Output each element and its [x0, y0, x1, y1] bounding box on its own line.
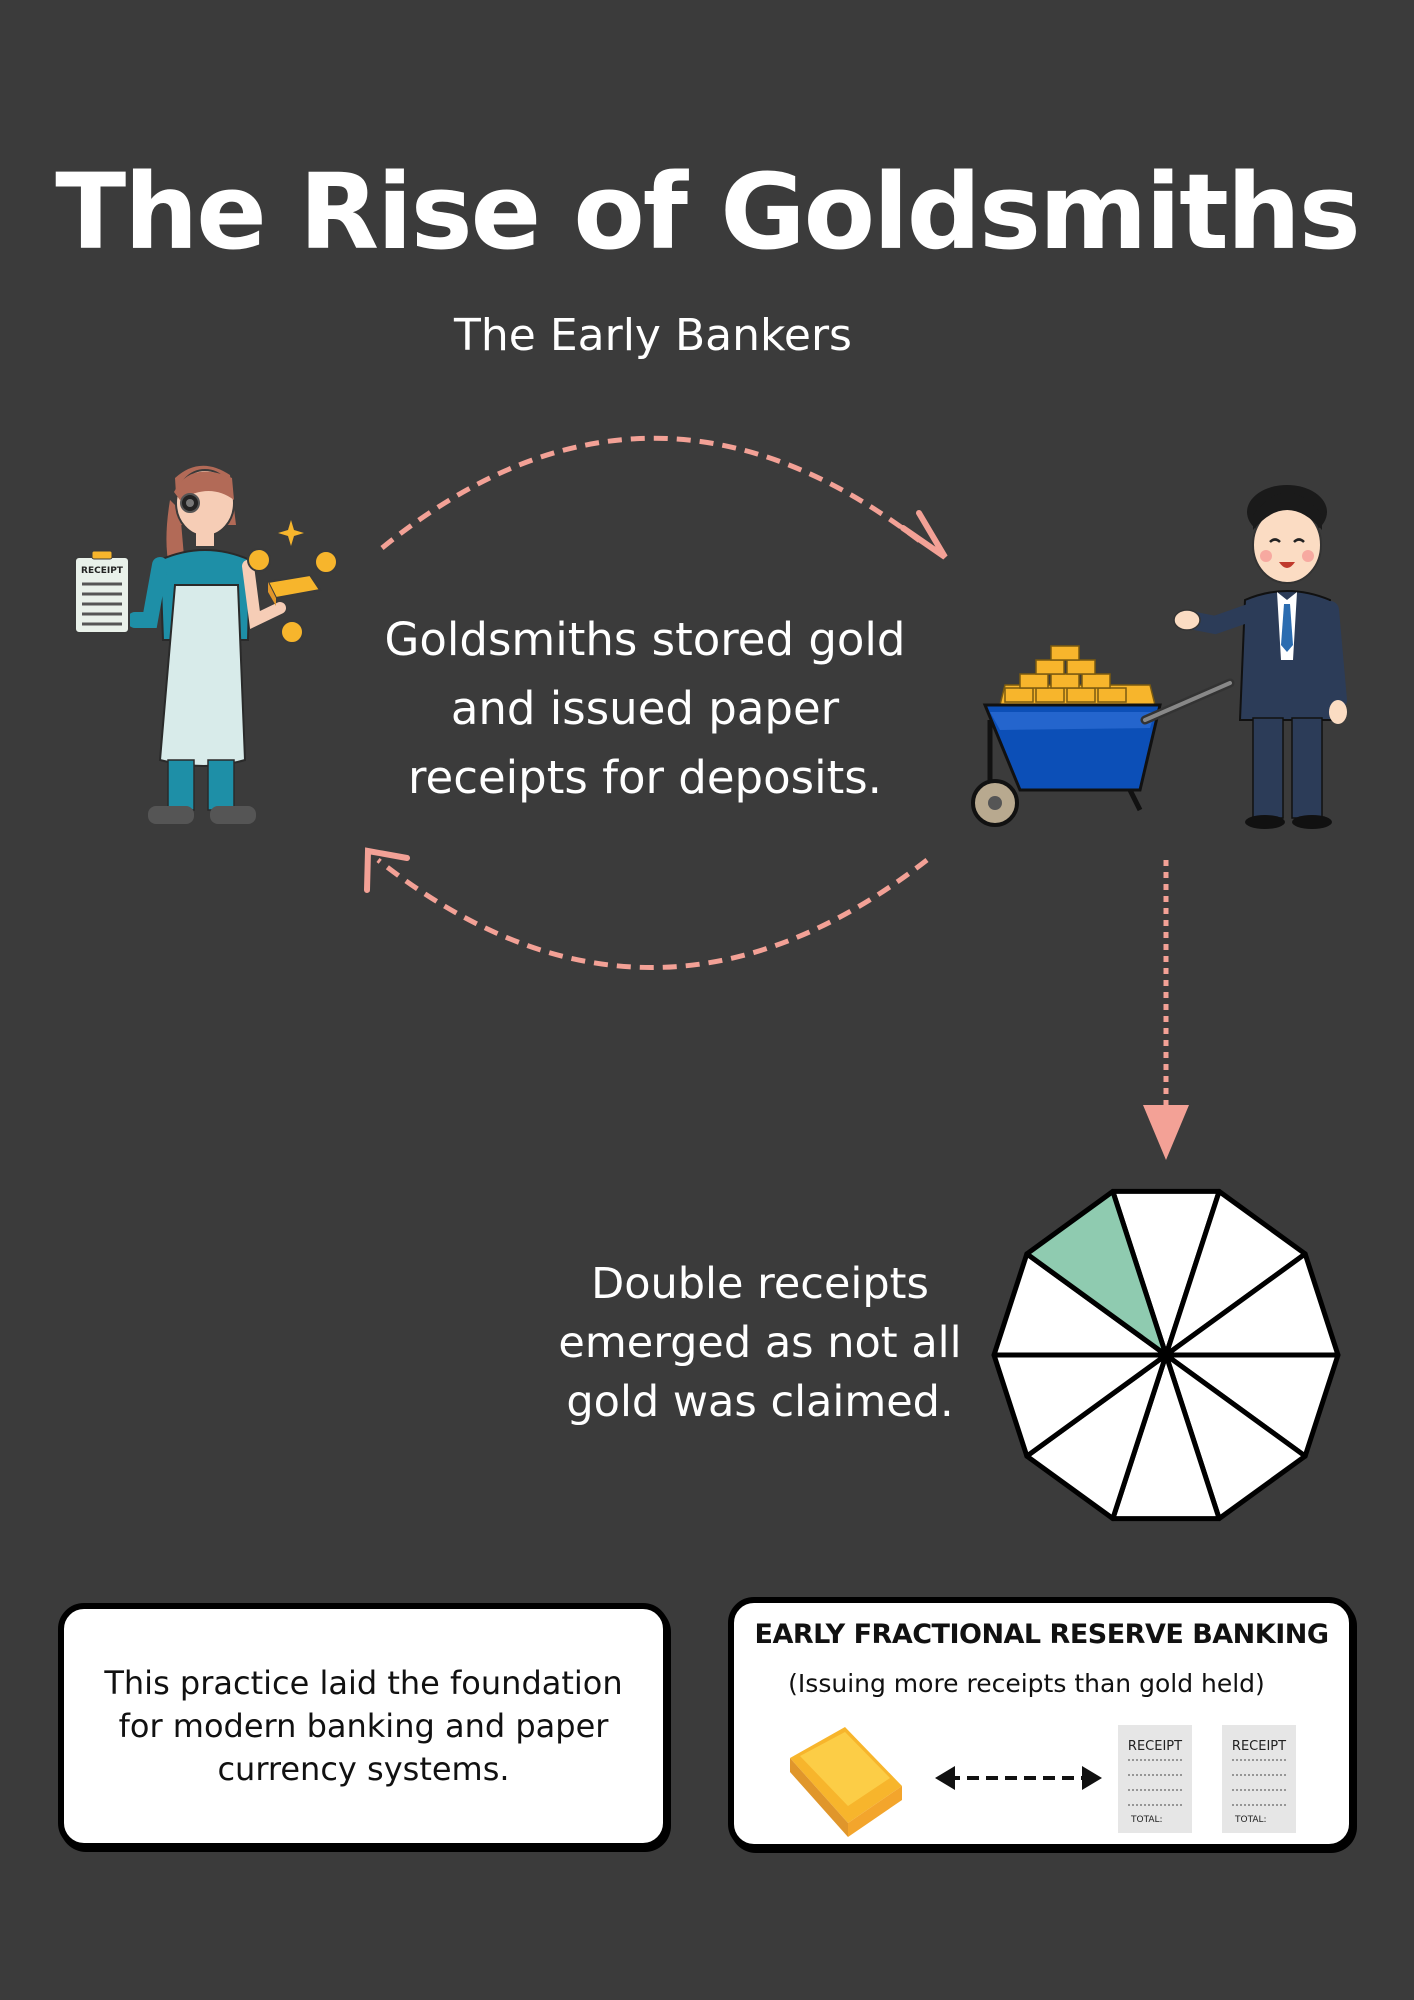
- wheel-segment-shaded: [1024, 1188, 1169, 1358]
- banker-figure: [1173, 485, 1347, 829]
- wheel-segment: [1110, 1188, 1222, 1358]
- info-card-text: This practice laid the foundation for mo…: [104, 1663, 623, 1788]
- card-subtitle: (Issuing more receipts than gold held): [788, 1669, 1265, 1698]
- caption-double-receipts: Double receipts emerged as not all gold …: [558, 1259, 962, 1427]
- wheel-segment: [1110, 1352, 1222, 1522]
- clipboard-label: RECEIPT: [81, 566, 124, 576]
- arrow-top-arc: [380, 435, 948, 560]
- card-title: EARLY FRACTIONAL RESERVE BANKING: [754, 1619, 1330, 1650]
- wheel-segment: [1163, 1352, 1308, 1522]
- page-subtitle: The Early Bankers: [454, 310, 852, 361]
- info-card-fractional-reserve: EARLY FRACTIONAL RESERVE BANKING (Issuin…: [728, 1597, 1355, 1850]
- coin-icons: [247, 520, 338, 644]
- wheel-segment: [991, 1352, 1169, 1459]
- page-title: The Rise of Goldsmiths: [55, 151, 1360, 273]
- reserve-wheel: [991, 1188, 1341, 1522]
- caption-deposits: Goldsmiths stored gold and issued paper …: [384, 613, 906, 804]
- wheel-segment: [991, 1251, 1169, 1358]
- wheel-segment: [1163, 1352, 1341, 1459]
- wheel-segment: [1163, 1188, 1308, 1358]
- arrow-bottom-arc: [364, 847, 929, 970]
- wheel-segment: [1024, 1352, 1169, 1522]
- arrow-down-dotted: [1143, 860, 1189, 1160]
- info-card-foundation: This practice laid the foundation for mo…: [58, 1603, 669, 1849]
- goldsmith-figure: RECEIPT: [74, 465, 338, 824]
- wheel-segment: [1163, 1251, 1341, 1358]
- gold-wheelbarrow: [971, 645, 1235, 827]
